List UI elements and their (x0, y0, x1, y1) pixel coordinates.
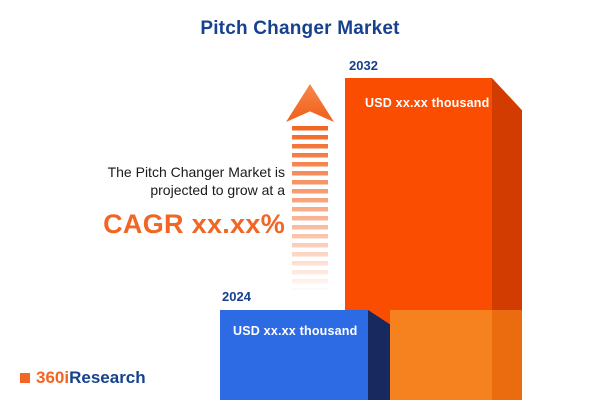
page-title: Pitch Changer Market (200, 18, 400, 39)
bar-2024-side (368, 310, 390, 400)
logo-text: 360iResearch (36, 368, 146, 388)
bar-2032-year-label: 2032 (349, 58, 378, 73)
bar-2032-lower-side (492, 310, 522, 400)
growth-arrow-stripes-icon (292, 126, 328, 290)
brand-logo: 360iResearch (20, 368, 146, 388)
description-block: The Pitch Changer Market is projected to… (35, 163, 285, 243)
bar-2032-value-label: USD xx.xx thousand (365, 96, 490, 110)
logo-square-icon (20, 373, 30, 383)
bar-2024-front (220, 310, 368, 400)
bar-2024-year-label: 2024 (222, 289, 251, 304)
bar-2032-lower-front (390, 310, 492, 400)
cagr-text: CAGR xx.xx% (103, 208, 285, 239)
growth-arrow-up-icon (286, 84, 334, 122)
description-line-1: The Pitch Changer Market is (107, 164, 285, 180)
logo-text-navy: Research (69, 368, 146, 387)
bar-2024-value-label: USD xx.xx thousand (233, 324, 358, 338)
logo-text-orange: 360i (36, 368, 70, 387)
description-line-2: projected to grow at a (150, 182, 285, 199)
